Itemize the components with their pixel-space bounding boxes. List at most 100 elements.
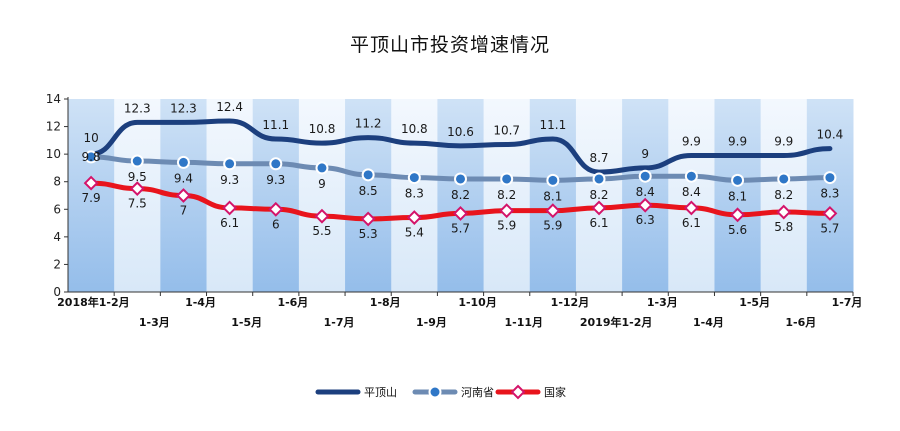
series-marker-diamond — [683, 200, 699, 216]
category-band — [68, 99, 115, 292]
x-tick-label: 1-5月 — [231, 316, 262, 329]
series-marker-diamond — [730, 207, 745, 223]
data-label: 10.4 — [817, 128, 844, 142]
series-marker-circle — [407, 171, 421, 185]
series-marker-diamond — [83, 175, 99, 191]
category-band — [622, 99, 669, 292]
series-marker-circle — [361, 168, 375, 182]
series-marker-circle — [130, 154, 144, 168]
x-tick-label: 1-4月 — [185, 296, 216, 309]
series-marker-diamond — [591, 200, 607, 216]
data-label: 8.1 — [543, 189, 562, 203]
data-labels: 10 12.3 12.3 12.4 11.1 10.8 11.2 10.8 10.6 10.7 11… — [82, 100, 844, 241]
data-label: 6.1 — [589, 216, 608, 230]
series-marker-diamond — [406, 210, 422, 225]
legend-marker — [510, 384, 526, 400]
data-label: 5.6 — [728, 223, 747, 237]
legend: 平顶山 河南省 国家 — [315, 384, 566, 400]
data-label: 10.6 — [447, 125, 474, 139]
series-marker-circle — [84, 150, 98, 164]
category-band — [668, 99, 715, 292]
x-tick-label: 1-6月 — [277, 296, 308, 309]
data-label: 9 — [318, 177, 326, 191]
data-label: 6.3 — [636, 213, 655, 227]
data-label: 10.7 — [493, 123, 520, 137]
series-marker-circle — [592, 172, 606, 186]
x-tick-label: 1-5月 — [739, 296, 770, 309]
x-tick-label: 2018年1-2月 — [57, 295, 130, 309]
data-label: 5.5 — [312, 224, 331, 238]
series-marker-diamond — [545, 203, 561, 219]
data-label: 11.1 — [539, 118, 566, 132]
data-label: 8.7 — [589, 151, 608, 165]
data-label: 8.2 — [451, 188, 470, 202]
x-tick-label: 1-3月 — [647, 296, 678, 309]
series-marker-circle — [315, 161, 329, 175]
y-tick-label: 14 — [46, 92, 61, 106]
x-tick-label: 1-3月 — [139, 316, 170, 329]
category-band — [206, 99, 254, 292]
data-label: 5.9 — [497, 219, 516, 233]
series-marker-diamond — [499, 203, 515, 219]
series-marker-diamond — [453, 206, 468, 221]
category-band — [714, 99, 762, 292]
data-label: 8.4 — [682, 185, 701, 199]
data-label: 9.3 — [220, 173, 239, 187]
series-marker-circle — [454, 172, 467, 186]
category-band — [437, 99, 485, 292]
y-tick-label: 10 — [46, 147, 61, 161]
data-label: 10.8 — [401, 122, 428, 136]
series-marker-diamond — [314, 208, 330, 224]
category-band — [298, 99, 346, 292]
series-marker-diamond — [222, 200, 238, 216]
series-marker-diamond — [176, 188, 191, 203]
data-label: 8.2 — [497, 188, 516, 202]
x-tick-label: 1-10月 — [458, 296, 497, 309]
data-label: 8.1 — [728, 189, 747, 203]
data-label: 12.3 — [170, 101, 197, 115]
x-tick-label: 1-9月 — [416, 316, 447, 329]
series-marker-circle — [684, 169, 698, 183]
data-label: 9.5 — [128, 170, 147, 184]
category-band — [391, 99, 438, 292]
series-marker-circle — [269, 157, 283, 171]
y-tick-label: 2 — [53, 257, 61, 271]
series-marker-circle — [176, 155, 190, 169]
data-label: 5.3 — [359, 227, 378, 241]
data-label: 9.9 — [682, 135, 701, 149]
x-tick-label: 1-6月 — [785, 316, 816, 329]
category-band — [806, 99, 854, 292]
legend-label: 平顶山 — [364, 386, 397, 399]
data-label: 8.3 — [405, 187, 424, 201]
data-label: 8.2 — [589, 188, 608, 202]
data-label: 5.4 — [405, 226, 424, 240]
category-band — [345, 99, 392, 292]
series-marker-diamond — [360, 211, 376, 227]
series-lines — [83, 118, 838, 227]
series-marker-circle — [731, 173, 745, 187]
legend-marker — [428, 385, 442, 399]
category-band — [252, 99, 300, 292]
data-label: 5.7 — [451, 221, 470, 235]
data-label: 6.1 — [682, 216, 701, 230]
category-band — [529, 99, 577, 292]
x-tick-label: 1-7月 — [832, 296, 863, 309]
data-label: 8.4 — [636, 185, 655, 199]
series-marker-diamond — [129, 181, 145, 197]
data-label: 5.7 — [820, 221, 839, 235]
data-label: 7.9 — [82, 191, 101, 205]
data-label: 8.5 — [359, 184, 378, 198]
data-label: 6 — [272, 217, 280, 231]
series-marker-diamond — [637, 197, 653, 213]
x-tick-label: 1-11月 — [504, 316, 543, 329]
background-bands — [68, 99, 854, 292]
legend-label: 国家 — [544, 385, 566, 399]
data-label: 9.9 — [728, 135, 747, 149]
data-label: 9.9 — [774, 135, 793, 149]
series-marker-circle — [777, 172, 791, 186]
y-tick-label: 4 — [53, 230, 61, 244]
data-label: 9.8 — [82, 150, 101, 164]
x-tick-label: 1-8月 — [370, 296, 401, 309]
